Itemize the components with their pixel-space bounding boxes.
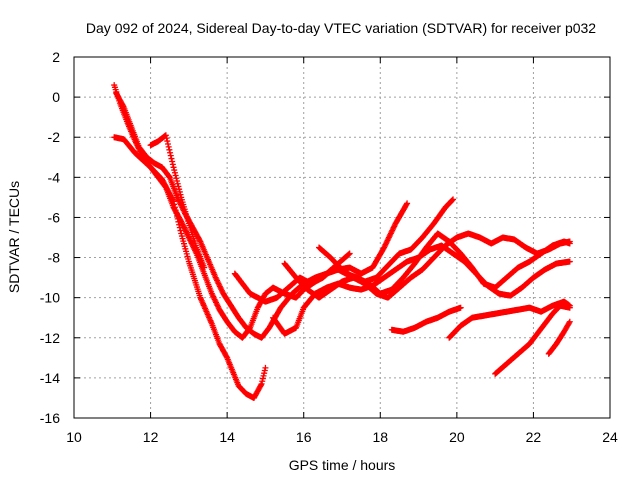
- y-tick-label: -10: [40, 290, 60, 306]
- data-point: [457, 304, 464, 311]
- data-marks: [111, 82, 573, 401]
- data-point: [162, 132, 169, 139]
- data-point: [176, 188, 183, 195]
- data-point: [171, 167, 178, 174]
- series-arc8: [316, 196, 457, 285]
- data-point: [173, 175, 180, 182]
- x-tick-label: 22: [526, 429, 542, 445]
- data-point: [404, 200, 411, 207]
- x-tick-label: 18: [372, 429, 388, 445]
- data-point: [450, 196, 457, 203]
- data-point: [201, 264, 208, 271]
- y-tick-label: -8: [48, 250, 61, 266]
- series-arc9: [388, 304, 464, 335]
- data-point: [171, 169, 178, 176]
- data-point: [176, 186, 183, 193]
- y-tick-label: 2: [52, 49, 60, 65]
- data-point: [170, 164, 177, 171]
- data-point: [169, 161, 176, 168]
- data-point: [177, 191, 184, 198]
- x-tick-label: 14: [219, 429, 235, 445]
- x-tick-label: 24: [602, 429, 618, 445]
- y-tick-label: 0: [52, 89, 60, 105]
- series-arc11: [492, 302, 573, 377]
- data-point: [164, 140, 171, 147]
- data-point: [172, 172, 179, 179]
- series-arc6: [270, 242, 573, 337]
- data-point: [167, 149, 174, 156]
- y-tick-label: -16: [40, 410, 60, 426]
- data-point: [163, 135, 170, 142]
- x-tick-label: 20: [449, 429, 465, 445]
- data-point: [174, 177, 181, 184]
- data-point: [164, 138, 171, 145]
- x-tick-label: 10: [66, 429, 82, 445]
- series-arc7: [281, 230, 573, 301]
- data-point: [166, 146, 173, 153]
- data-point: [120, 102, 127, 109]
- series-arc4: [147, 132, 208, 271]
- data-point: [257, 382, 264, 389]
- y-tick-label: -12: [40, 330, 60, 346]
- data-point: [566, 238, 573, 245]
- series-arc2: [111, 82, 353, 341]
- data-point: [168, 155, 175, 162]
- y-tick-label: -4: [48, 169, 61, 185]
- data-point: [566, 304, 573, 311]
- x-axis-title: GPS time / hours: [289, 457, 396, 473]
- y-axis-title: SDTVAR / TECUs: [6, 181, 22, 293]
- data-point: [566, 319, 573, 326]
- data-point: [174, 180, 181, 187]
- y-tick-label: -14: [40, 370, 60, 386]
- series-arc1: [111, 134, 269, 401]
- data-point: [175, 183, 182, 190]
- data-point: [346, 250, 353, 257]
- data-point: [167, 152, 174, 159]
- data-point: [165, 143, 172, 150]
- data-point: [566, 318, 573, 325]
- series-arc10: [446, 298, 573, 341]
- data-point: [449, 197, 456, 204]
- plot-frame: [73, 56, 611, 419]
- grid-lines: [74, 57, 610, 418]
- data-point: [262, 364, 269, 371]
- data-point: [169, 158, 176, 165]
- series-arc12: [545, 318, 573, 357]
- data-point: [403, 201, 410, 208]
- x-tick-label: 16: [296, 429, 312, 445]
- y-tick-label: -6: [48, 209, 61, 225]
- x-tick-label: 12: [143, 429, 159, 445]
- chart-title: Day 092 of 2024, Sidereal Day-to-day VTE…: [86, 20, 596, 36]
- y-tick-label: -2: [48, 129, 61, 145]
- data-point: [566, 258, 573, 265]
